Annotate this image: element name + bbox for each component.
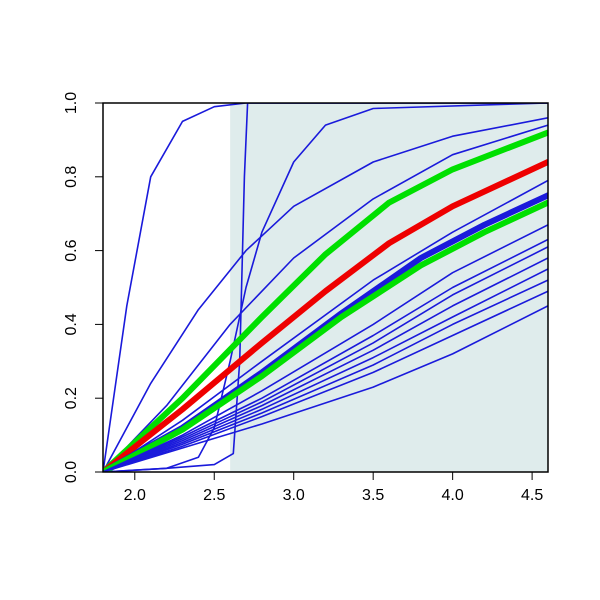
y-tick-label: 0.0 — [63, 461, 80, 483]
x-tick-label: 4.0 — [442, 487, 464, 504]
x-axis: 2.0 2.5 3.0 3.5 4.0 4.5 — [124, 471, 543, 504]
y-tick-label: 1.0 — [63, 92, 80, 114]
x-tick-label: 4.5 — [521, 487, 543, 504]
x-tick-label: 3.5 — [362, 487, 384, 504]
series-line-5 — [103, 124, 548, 472]
series-line-18 — [103, 305, 548, 472]
series-line-11 — [103, 224, 548, 472]
series-line-12 — [103, 238, 548, 472]
y-tick-label: 0.2 — [63, 387, 80, 409]
series-line-6 — [103, 129, 548, 472]
y-axis: 0.0 0.2 0.4 0.6 0.8 1.0 — [63, 92, 103, 483]
series-line-4 — [103, 117, 548, 472]
series-line-7 — [103, 159, 548, 472]
x-tick-label: 2.5 — [203, 487, 225, 504]
series-line-8 — [103, 179, 548, 472]
series-line-15 — [103, 268, 548, 472]
x-tick-label: 2.0 — [124, 487, 146, 504]
series-line-14 — [103, 257, 548, 472]
y-tick-label: 0.8 — [63, 166, 80, 188]
series-line-10 — [103, 199, 548, 472]
series-line-1 — [103, 103, 548, 472]
x-tick-label: 3.0 — [283, 487, 305, 504]
series-line-13 — [103, 246, 548, 472]
series-line-16 — [103, 279, 548, 472]
series-line-17 — [103, 290, 548, 472]
series-line-3 — [103, 103, 548, 472]
y-tick-label: 0.4 — [63, 313, 80, 335]
series-line-2 — [103, 103, 548, 472]
y-tick-label: 0.6 — [63, 239, 80, 261]
